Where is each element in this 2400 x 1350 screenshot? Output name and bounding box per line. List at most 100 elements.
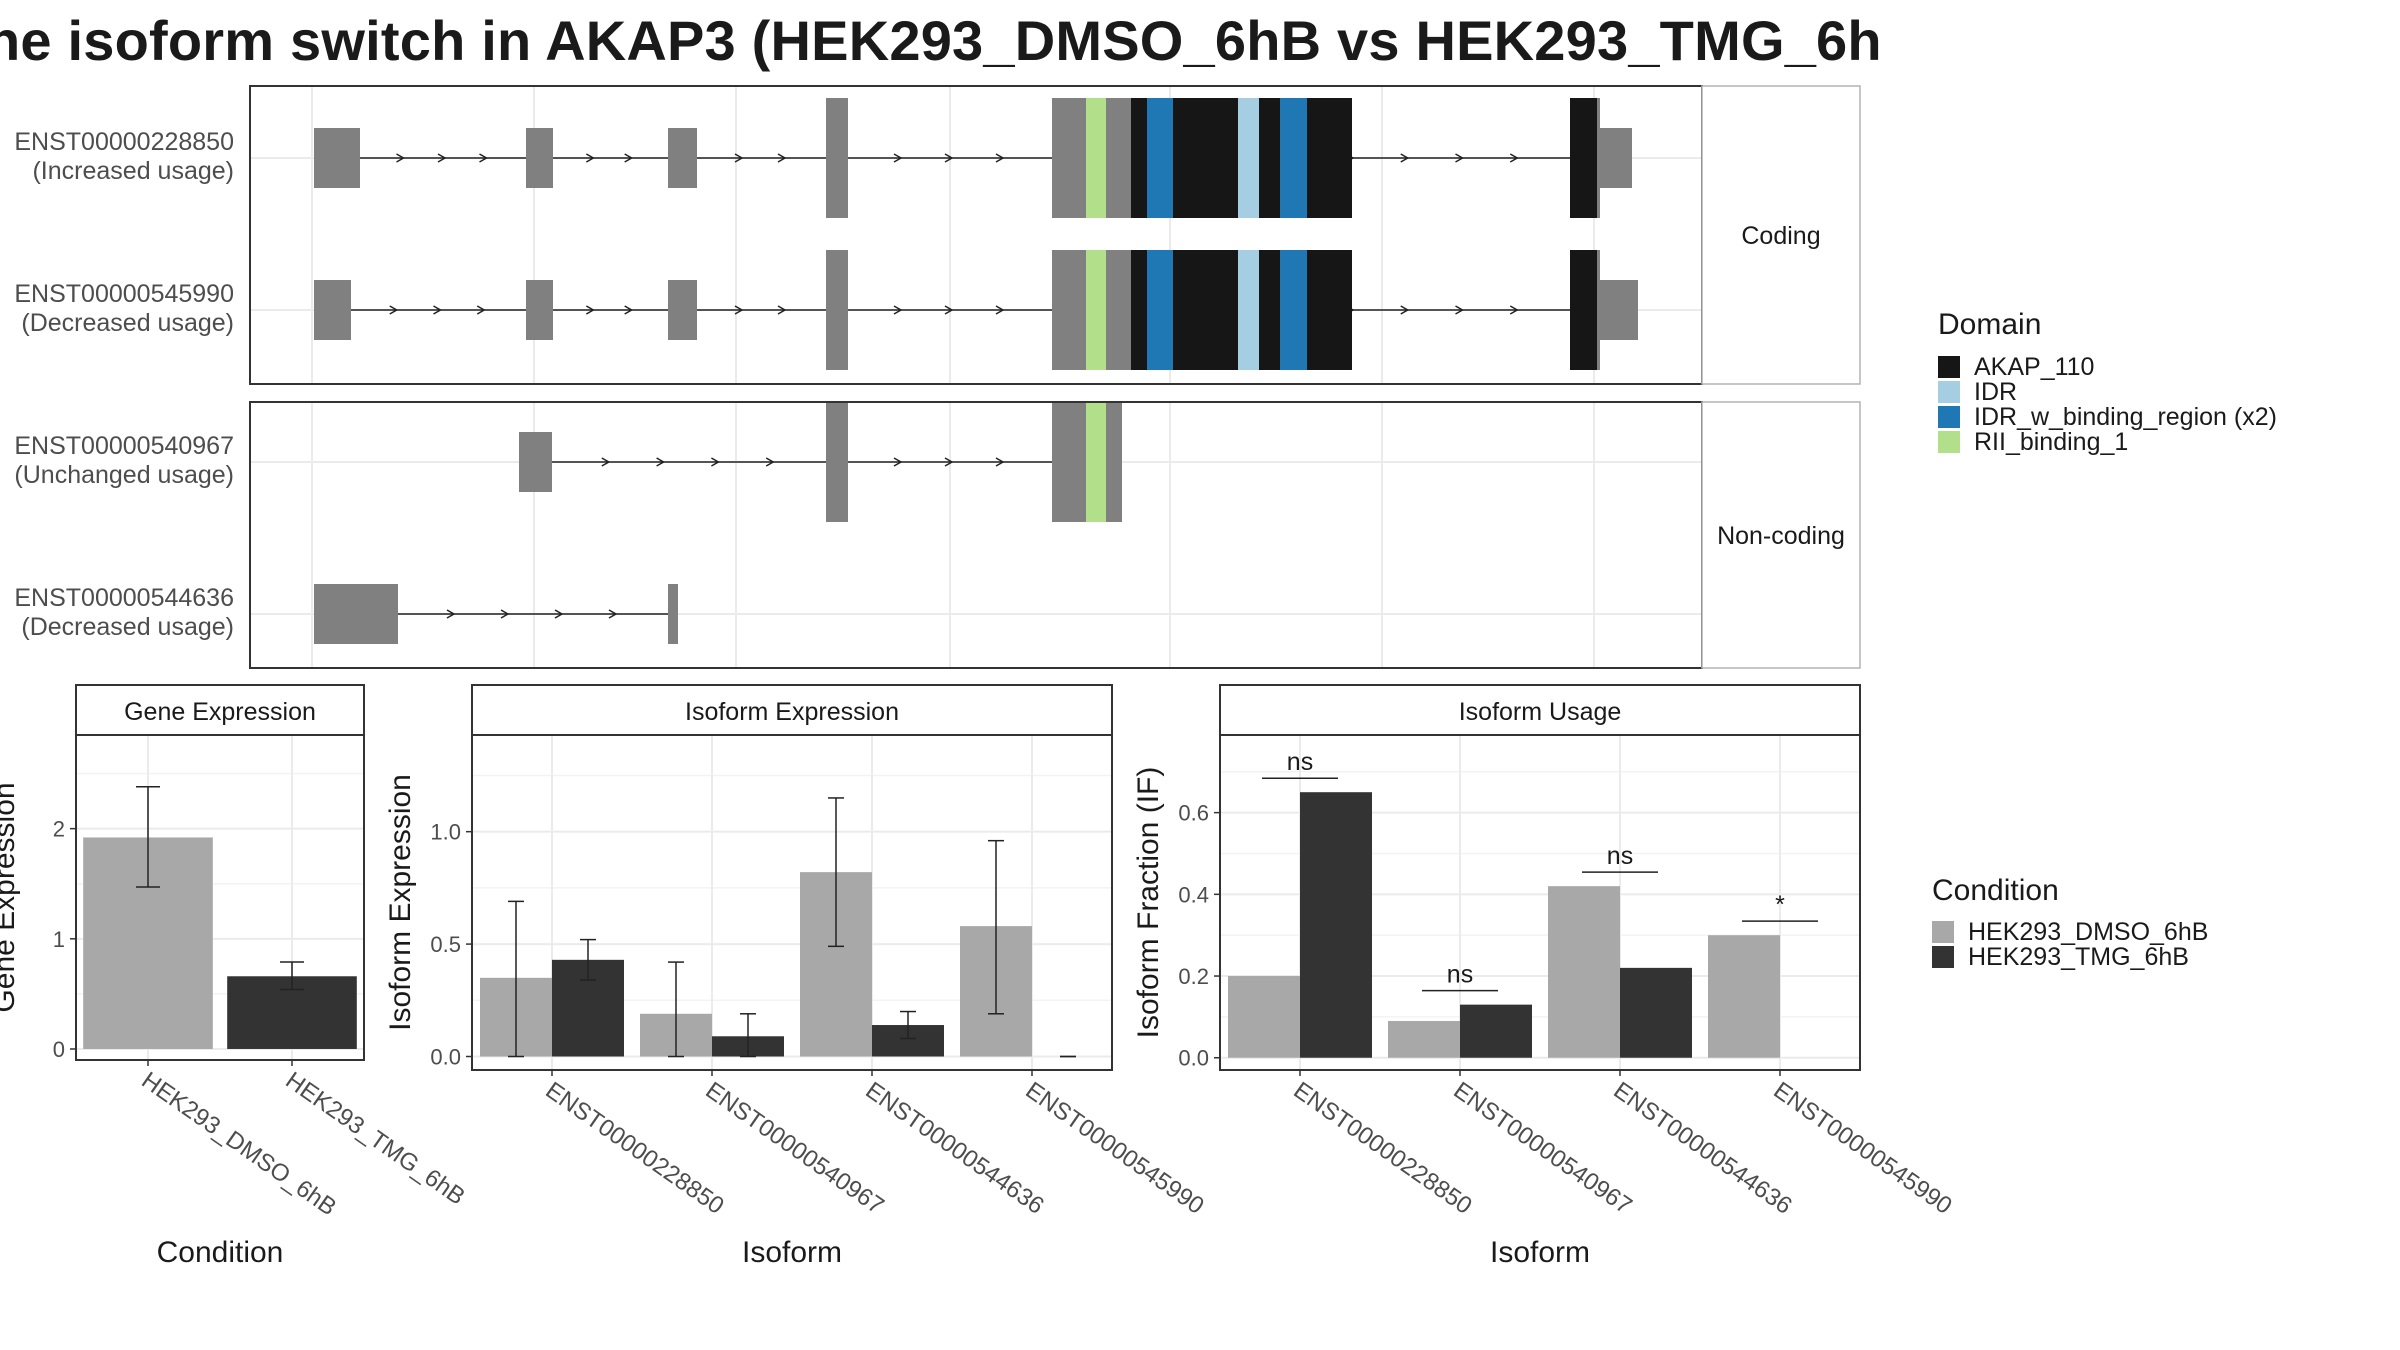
y-tick-label: 0.4 bbox=[1178, 882, 1209, 907]
y-tick-label: 0.6 bbox=[1178, 801, 1209, 826]
intron-direction-arrow bbox=[479, 153, 489, 163]
plot-title-container: he isoform switch in AKAP3 (HEK293_DMSO_… bbox=[0, 0, 1880, 80]
structure-panel-bg bbox=[250, 86, 1702, 384]
domain-rii-binding-1 bbox=[1086, 250, 1106, 370]
y-tick-label: 0 bbox=[53, 1037, 65, 1062]
exon bbox=[314, 128, 360, 188]
x-axis-title: Condition bbox=[157, 1236, 284, 1269]
intron-direction-arrow bbox=[777, 153, 787, 163]
exon bbox=[314, 584, 398, 644]
chart-title: Isoform Usage bbox=[1459, 698, 1622, 726]
domain-legend-label: IDR_w_binding_region (x2) bbox=[1974, 403, 2277, 431]
facet-strip bbox=[1701, 401, 1861, 669]
exon bbox=[668, 128, 697, 188]
exon bbox=[668, 280, 697, 340]
exon bbox=[526, 280, 553, 340]
bar-tmg bbox=[1300, 792, 1372, 1058]
intron-direction-arrow bbox=[765, 457, 775, 467]
transcript-usage-label: (Decreased usage) bbox=[21, 309, 234, 337]
y-axis-title: Isoform Expression bbox=[384, 774, 417, 1031]
domain-legend-key bbox=[1938, 406, 1960, 428]
intron-direction-arrow bbox=[944, 457, 954, 467]
exon bbox=[526, 128, 553, 188]
plot-title: he isoform switch in AKAP3 (HEK293_DMSO_… bbox=[0, 9, 1880, 72]
exon bbox=[668, 584, 678, 644]
x-axis-title: Isoform bbox=[742, 1236, 842, 1269]
exon bbox=[1600, 280, 1638, 340]
domain-idr-w-binding-region bbox=[1280, 98, 1307, 218]
intron-direction-arrow bbox=[476, 305, 486, 315]
domain-akap-110 bbox=[1570, 98, 1597, 218]
intron-direction-arrow bbox=[585, 153, 595, 163]
y-tick-label: 0.2 bbox=[1178, 964, 1209, 989]
domain-akap-110 bbox=[1173, 98, 1238, 218]
domain-idr bbox=[1238, 98, 1259, 218]
intron-direction-arrow bbox=[1509, 153, 1519, 163]
bar-dmso bbox=[1548, 886, 1620, 1058]
intron-direction-arrow bbox=[1400, 305, 1410, 315]
significance-label: * bbox=[1775, 891, 1785, 919]
exon bbox=[826, 98, 848, 218]
condition-legend-key bbox=[1932, 946, 1954, 968]
facet-strip-label: Coding bbox=[1741, 222, 1820, 250]
domain-akap-110 bbox=[1570, 250, 1597, 370]
domain-rii-binding-1 bbox=[1086, 402, 1106, 522]
significance-label: ns bbox=[1447, 961, 1473, 989]
transcript-usage-label: (Decreased usage) bbox=[21, 613, 234, 641]
domain-idr-w-binding-region bbox=[1147, 98, 1173, 218]
x-tick-label: ENST00000545990 bbox=[1021, 1077, 1209, 1220]
exon bbox=[1600, 128, 1632, 188]
y-tick-label: 0.5 bbox=[430, 932, 461, 957]
intron-direction-arrow bbox=[554, 609, 564, 619]
intron-direction-arrow bbox=[734, 305, 744, 315]
intron-direction-arrow bbox=[1455, 305, 1465, 315]
y-tick-label: 1 bbox=[53, 927, 65, 952]
exon bbox=[314, 280, 351, 340]
transcript-id-label: ENST00000540967 bbox=[14, 432, 234, 460]
significance-label: ns bbox=[1607, 842, 1633, 870]
transcript-id-label: ENST00000544636 bbox=[14, 584, 234, 612]
bar-dmso bbox=[1228, 976, 1300, 1058]
intron-direction-arrow bbox=[777, 305, 787, 315]
exon bbox=[826, 250, 848, 370]
intron-direction-arrow bbox=[1455, 153, 1465, 163]
transcript-id-label: ENST00000545990 bbox=[14, 280, 234, 308]
exon bbox=[519, 432, 552, 492]
intron-direction-arrow bbox=[711, 457, 720, 467]
intron-direction-arrow bbox=[995, 305, 1005, 315]
intron-direction-arrow bbox=[585, 305, 595, 315]
transcript-id-label: ENST00000228850 bbox=[14, 128, 234, 156]
domain-legend-label: RII_binding_1 bbox=[1974, 428, 2128, 456]
intron-direction-arrow bbox=[437, 153, 447, 163]
significance-label: ns bbox=[1287, 748, 1313, 776]
intron-direction-arrow bbox=[995, 457, 1005, 467]
intron-direction-arrow bbox=[734, 153, 744, 163]
condition-legend-title: Condition bbox=[1932, 874, 2059, 907]
intron-direction-arrow bbox=[396, 153, 406, 163]
intron-direction-arrow bbox=[500, 609, 510, 619]
domain-legend-key bbox=[1938, 381, 1960, 403]
structure-panel-bg bbox=[250, 402, 1702, 668]
transcript-usage-label: (Increased usage) bbox=[32, 157, 234, 185]
intron-direction-arrow bbox=[608, 609, 618, 619]
bar-tmg bbox=[1620, 967, 1692, 1058]
intron-direction-arrow bbox=[601, 457, 611, 467]
y-tick-label: 0.0 bbox=[430, 1045, 461, 1070]
domain-legend-label: IDR bbox=[1974, 378, 2017, 406]
intron-direction-arrow bbox=[624, 153, 634, 163]
bar-tmg bbox=[1460, 1004, 1532, 1058]
y-tick-label: 1.0 bbox=[430, 820, 461, 845]
intron-direction-arrow bbox=[893, 305, 903, 315]
x-axis-title: Isoform bbox=[1490, 1236, 1590, 1269]
intron-direction-arrow bbox=[433, 305, 443, 315]
condition-legend-key bbox=[1932, 921, 1954, 943]
intron-direction-arrow bbox=[656, 457, 666, 467]
domain-legend-label: AKAP_110 bbox=[1974, 353, 2094, 381]
domain-idr bbox=[1238, 250, 1259, 370]
chart-strip bbox=[75, 684, 365, 736]
domain-idr-w-binding-region bbox=[1280, 250, 1307, 370]
intron-direction-arrow bbox=[944, 153, 954, 163]
facet-strip bbox=[1701, 85, 1861, 385]
intron-direction-arrow bbox=[389, 305, 399, 315]
